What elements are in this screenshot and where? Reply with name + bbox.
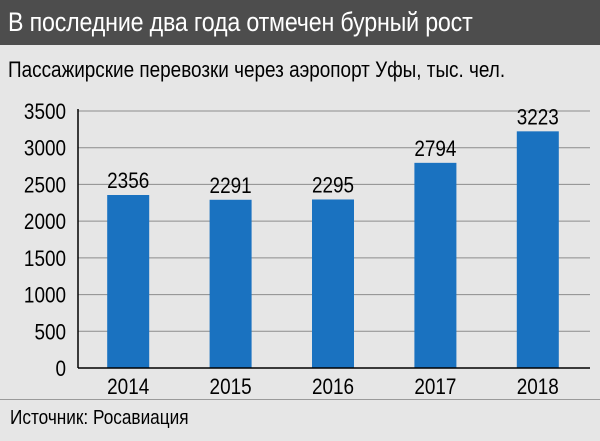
bar-2018 xyxy=(516,131,559,368)
y-tick-label: 500 xyxy=(34,320,66,345)
y-tick-label: 2500 xyxy=(24,173,66,198)
x-tick-label: 2017 xyxy=(414,375,456,400)
y-tick-label: 3000 xyxy=(24,136,66,161)
y-tick-label: 0 xyxy=(55,357,66,382)
chart-title: Пассажирские перевозки через аэропорт Уф… xyxy=(8,57,506,82)
y-tick-label: 2000 xyxy=(24,210,66,235)
x-tick-label: 2016 xyxy=(312,375,354,400)
source-note: Источник: Росавиация xyxy=(10,407,189,429)
data-label: 2295 xyxy=(312,173,354,198)
y-tick-label: 3500 xyxy=(24,100,66,125)
header-banner: В последние два года отмечен бурный рост xyxy=(0,0,600,45)
bar-2016 xyxy=(312,199,354,368)
data-label: 2291 xyxy=(210,173,252,198)
bar-2017 xyxy=(414,162,457,368)
x-tick-label: 2018 xyxy=(517,375,559,400)
bar-2015 xyxy=(209,199,252,368)
data-label: 2356 xyxy=(107,169,149,194)
headline: В последние два года отмечен бурный рост xyxy=(8,7,473,37)
bar-2014 xyxy=(107,195,150,368)
x-tick-label: 2015 xyxy=(210,375,252,400)
data-label: 2794 xyxy=(414,137,456,162)
y-tick-label: 1500 xyxy=(24,247,66,272)
x-tick-label: 2014 xyxy=(107,375,149,400)
y-tick-label: 1000 xyxy=(24,283,66,308)
data-label: 3223 xyxy=(517,105,559,130)
footer-divider xyxy=(0,399,600,400)
